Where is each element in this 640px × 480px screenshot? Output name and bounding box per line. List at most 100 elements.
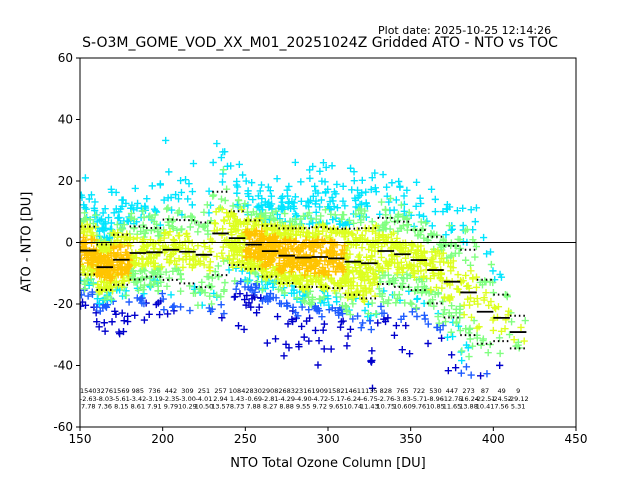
scatter-point <box>291 193 300 201</box>
scatter-point <box>318 177 326 185</box>
scatter-point <box>258 286 267 294</box>
scatter-point <box>380 309 388 317</box>
scatter-point <box>433 323 441 332</box>
scatter-point <box>385 198 393 206</box>
scatter-point <box>448 351 456 359</box>
scatter-point <box>467 206 475 214</box>
scatter-point <box>285 182 293 191</box>
scatter-point <box>107 295 116 303</box>
scatter-point <box>219 166 228 174</box>
scatter-point <box>141 202 149 210</box>
scatter-point <box>133 204 141 212</box>
scatter-point <box>166 228 174 236</box>
bin-mean-label: -29.12 <box>508 395 529 403</box>
scatter-point <box>241 295 249 304</box>
scatter-point <box>227 162 235 170</box>
scatter-point <box>132 259 140 267</box>
scatter-point <box>120 266 129 274</box>
scatter-point <box>225 219 234 227</box>
scatter-point <box>315 337 323 345</box>
scatter-point <box>165 274 173 282</box>
bin-mean-label: -2.35 <box>163 395 180 403</box>
scatter-point <box>320 320 328 328</box>
scatter-point <box>350 274 358 282</box>
scatter-point <box>295 280 303 288</box>
scatter-point <box>338 266 346 274</box>
scatter-point <box>416 194 424 202</box>
scatter-point <box>170 237 178 245</box>
y-tick-label: 20 <box>58 174 73 188</box>
scatter-point <box>245 245 253 253</box>
scatter-point <box>432 283 441 292</box>
scatter-point <box>319 221 327 229</box>
scatter-point <box>447 312 455 320</box>
scatter-point <box>275 259 283 268</box>
scatter-point <box>219 225 227 233</box>
scatter-point <box>467 371 475 379</box>
scatter-point <box>321 206 330 214</box>
x-tick-label: 250 <box>234 432 257 446</box>
scatter-point <box>207 307 215 316</box>
scatter-point <box>281 222 289 230</box>
scatter-point <box>162 136 170 145</box>
scatter-point <box>462 363 471 371</box>
scatter-point <box>273 312 282 321</box>
scatter-point <box>474 300 482 308</box>
scatter-point <box>447 267 455 275</box>
scatter-point <box>279 280 287 288</box>
scatter-point <box>80 302 85 310</box>
scatter-point <box>85 281 93 289</box>
scatter-point <box>80 242 88 251</box>
scatter-point <box>395 291 403 299</box>
scatter-point <box>395 263 403 271</box>
scatter-point <box>341 229 349 237</box>
scatter-point <box>455 249 463 257</box>
scatter-point <box>338 246 347 254</box>
scatter-point <box>262 260 270 269</box>
scatter-point <box>252 246 260 254</box>
scatter-point <box>475 323 483 331</box>
bin-annotation-table: 1540 3276 1569 985 736 442 309 251 257 1084 2830 29… <box>80 387 529 410</box>
scatter-point <box>438 254 446 263</box>
scatter-point <box>441 318 450 326</box>
scatter-point <box>258 262 266 270</box>
scatter-point <box>91 206 99 215</box>
scatter-point <box>477 341 485 349</box>
scatter-point <box>412 178 421 186</box>
scatter-point <box>294 312 302 320</box>
scatter-point <box>158 289 166 298</box>
scatter-point <box>156 181 164 189</box>
scatter-point <box>148 182 156 190</box>
scatter-point <box>165 168 173 176</box>
scatter-point <box>220 309 228 318</box>
scatter-point <box>466 324 474 332</box>
scatter-point <box>444 367 452 375</box>
scatter-point <box>431 248 439 256</box>
scatter-point <box>412 304 421 312</box>
scatter-point <box>421 315 429 323</box>
scatter-point <box>339 182 347 190</box>
scatter-point <box>400 207 408 215</box>
scatter-point <box>481 277 489 285</box>
scatter-point <box>309 237 317 245</box>
x-tick-label: 450 <box>565 432 588 446</box>
scatter-point <box>356 205 365 213</box>
scatter-point <box>122 291 130 300</box>
scatter-point <box>104 213 113 222</box>
scatter-point <box>108 273 116 281</box>
scatter-point <box>396 247 405 255</box>
scatter-point <box>118 202 126 210</box>
scatter-point <box>312 215 320 223</box>
y-tick-label: -40 <box>53 359 73 373</box>
scatter-point <box>285 344 293 352</box>
scatter-point <box>164 310 172 318</box>
bin-std-label: 8.15 <box>114 403 128 411</box>
scatter-point <box>460 311 468 319</box>
bin-count-label: 722 <box>413 387 425 395</box>
scatter-point <box>296 246 305 254</box>
scatter-point <box>420 272 428 280</box>
scatter-point <box>375 285 383 293</box>
scatter-point <box>83 220 91 228</box>
scatter-point <box>266 254 274 262</box>
